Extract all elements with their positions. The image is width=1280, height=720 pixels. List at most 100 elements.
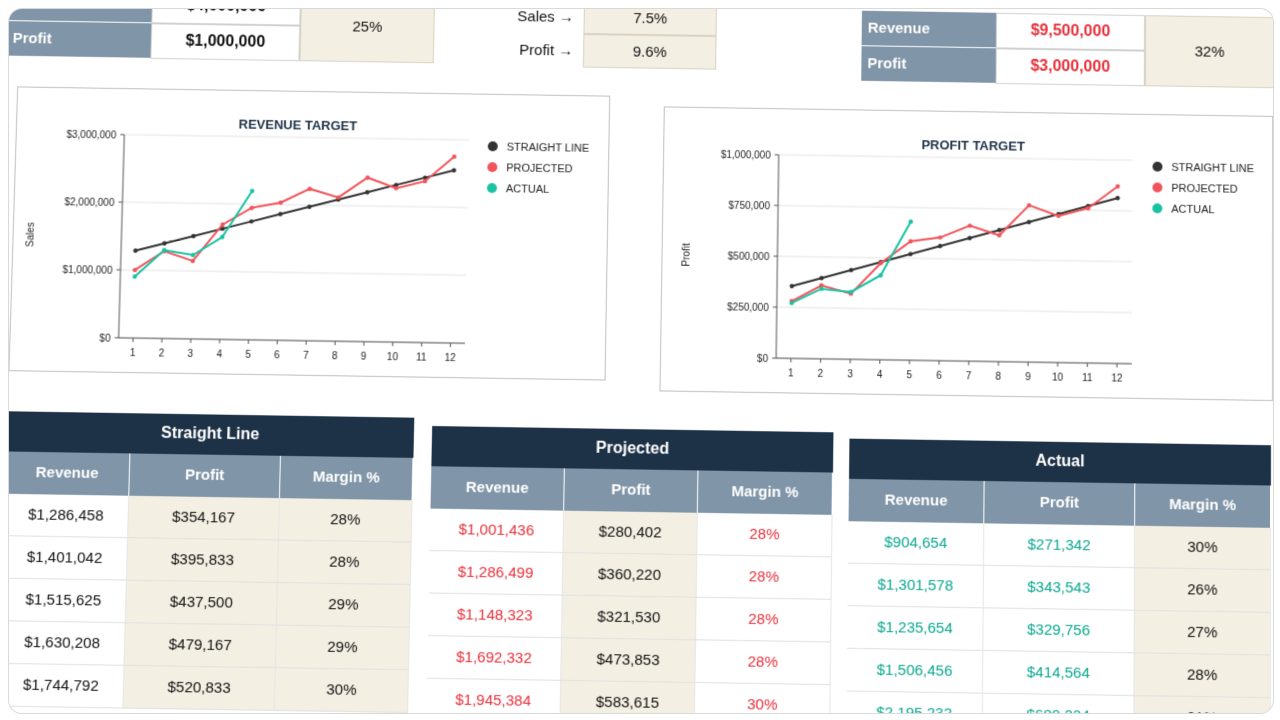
table-cell[interactable]: $479,167 [124, 623, 277, 669]
growth-profit-label: Profit → [519, 41, 574, 60]
table-cell[interactable]: $680,234 [982, 693, 1135, 713]
data-point [1115, 195, 1120, 201]
table-cell[interactable]: 26% [1134, 568, 1271, 613]
table-row: $1,506,456 $414,564 28% [846, 648, 1271, 699]
gridline [120, 269, 467, 276]
y-tick-label: $250,000 [727, 302, 769, 314]
column-header[interactable]: Profit [984, 480, 1136, 526]
data-point [908, 239, 913, 244]
table-cell[interactable]: $1,148,323 [427, 593, 563, 639]
summary-target-margin[interactable]: 32% [1144, 15, 1273, 89]
table-cell[interactable]: 28% [695, 640, 832, 686]
table-row: $1,401,042 $395,833 28% [9, 536, 412, 586]
table-cell[interactable]: $1,001,436 [429, 508, 565, 554]
table-cell[interactable]: $360,220 [562, 553, 698, 598]
table-row: $1,235,654 $329,756 27% [847, 606, 1271, 656]
table-cell[interactable]: $280,402 [563, 510, 698, 556]
growth-profit-value[interactable]: 9.6% [582, 33, 717, 70]
data-point [162, 241, 167, 246]
summary-start-margin[interactable]: 25% [299, 9, 436, 64]
column-header[interactable]: Margin % [697, 470, 834, 515]
table-cell[interactable]: $321,530 [561, 595, 697, 641]
data-point [937, 235, 943, 240]
column-header[interactable]: Margin % [279, 455, 414, 501]
table-cell[interactable]: 30% [694, 682, 831, 713]
table-cell[interactable]: $1,744,792 [9, 663, 125, 709]
table-cell[interactable]: $1,235,654 [847, 606, 984, 651]
summary-target-profit-value[interactable]: $3,000,000 [995, 48, 1145, 87]
table-row: $904,654 $271,342 30% [848, 521, 1271, 571]
data-point [1056, 213, 1061, 219]
summary-start-profit-value[interactable]: $1,000,000 [150, 23, 301, 62]
chart-title: PROFIT TARGET [921, 137, 1025, 154]
series-line-projected [792, 181, 1118, 306]
growth-sales-label: Sales → [517, 8, 574, 26]
table-cell[interactable]: 28% [1134, 653, 1271, 699]
table-cell[interactable]: 28% [697, 512, 833, 558]
data-point [191, 234, 196, 239]
data-point [190, 258, 196, 264]
table-row: $1,148,323 $321,530 28% [427, 593, 832, 643]
table-cell[interactable]: 27% [1134, 610, 1271, 656]
table-cell[interactable]: $1,945,384 [426, 678, 562, 713]
column-header[interactable]: Revenue [848, 478, 985, 524]
x-tick-label: 9 [361, 352, 367, 363]
data-point [249, 219, 255, 224]
table-cell[interactable]: $395,833 [126, 538, 279, 583]
table-cell[interactable]: $520,833 [123, 665, 276, 711]
data-point [909, 252, 914, 257]
y-axis [117, 135, 126, 338]
profit-chart-panel[interactable]: PROFIT TARGET Profit $0 $250,000 $500,000 $75… [659, 106, 1273, 402]
table-cell[interactable]: 30% [1134, 525, 1271, 571]
revenue-chart: REVENUE TARGET Sales $0 $1,000,000 $2,000,00… [25, 117, 589, 365]
column-header[interactable]: Margin % [1135, 483, 1271, 528]
table-cell[interactable]: $414,564 [983, 650, 1135, 697]
x-tick-label: 1 [788, 368, 794, 379]
legend-label: PROJECTED [506, 162, 573, 175]
summary-target-revenue-value[interactable]: $9,500,000 [995, 12, 1146, 51]
data-point [132, 267, 138, 273]
legend-label: ACTUAL [506, 183, 549, 196]
data-point [878, 273, 884, 278]
table-cell[interactable]: $343,543 [983, 565, 1135, 611]
table-cell[interactable]: $1,401,042 [9, 536, 129, 581]
table-cell[interactable]: $329,756 [983, 608, 1135, 654]
data-point [1115, 184, 1120, 189]
table-cell[interactable]: 28% [277, 540, 412, 586]
table-cell[interactable]: $1,286,499 [428, 550, 564, 596]
table-cell[interactable]: 31% [1134, 696, 1271, 713]
table-cell[interactable]: $904,654 [848, 521, 985, 566]
revenue-chart-panel[interactable]: REVENUE TARGET Sales $0 $1,000,000 $2,000,00… [9, 86, 611, 381]
table-cell[interactable]: $1,286,458 [9, 493, 130, 539]
data-point [997, 233, 1002, 238]
table-cell[interactable]: 30% [274, 668, 409, 713]
table-row: $1,744,792 $520,833 30% [9, 663, 409, 713]
table-cell[interactable]: $1,515,625 [9, 578, 127, 624]
x-tick-label: 11 [1082, 373, 1093, 384]
chart-title: REVENUE TARGET [239, 117, 358, 134]
table-cell[interactable]: 28% [278, 498, 413, 543]
table-cell[interactable]: $271,342 [983, 523, 1136, 569]
table-cell[interactable]: $583,615 [560, 680, 696, 713]
column-header[interactable]: Profit [564, 468, 699, 513]
data-point [819, 286, 824, 291]
data-point [789, 300, 794, 306]
growth-sales-value[interactable]: 7.5% [583, 9, 718, 37]
x-tick-label: 6 [274, 350, 280, 361]
table-cell[interactable]: 29% [275, 625, 410, 671]
table-cell[interactable]: $1,506,456 [846, 648, 984, 694]
column-header[interactable]: Revenue [430, 466, 565, 511]
table-cell[interactable]: $1,630,208 [9, 621, 126, 666]
table-cell[interactable]: $354,167 [128, 495, 280, 541]
table-cell[interactable]: $437,500 [125, 580, 278, 626]
column-header[interactable]: Profit [129, 453, 281, 499]
table-cell[interactable]: $1,692,332 [426, 636, 562, 681]
table-cell[interactable]: $473,853 [561, 638, 697, 683]
column-header[interactable]: Revenue [9, 451, 131, 496]
table-cell[interactable]: 28% [696, 555, 833, 600]
table-cell[interactable]: 29% [276, 582, 411, 628]
table-cell[interactable]: $1,301,578 [847, 563, 984, 609]
table-cell[interactable]: 28% [696, 597, 832, 643]
x-tick-label: 3 [847, 369, 853, 380]
table-cell[interactable]: $2,195,232 [846, 691, 984, 713]
